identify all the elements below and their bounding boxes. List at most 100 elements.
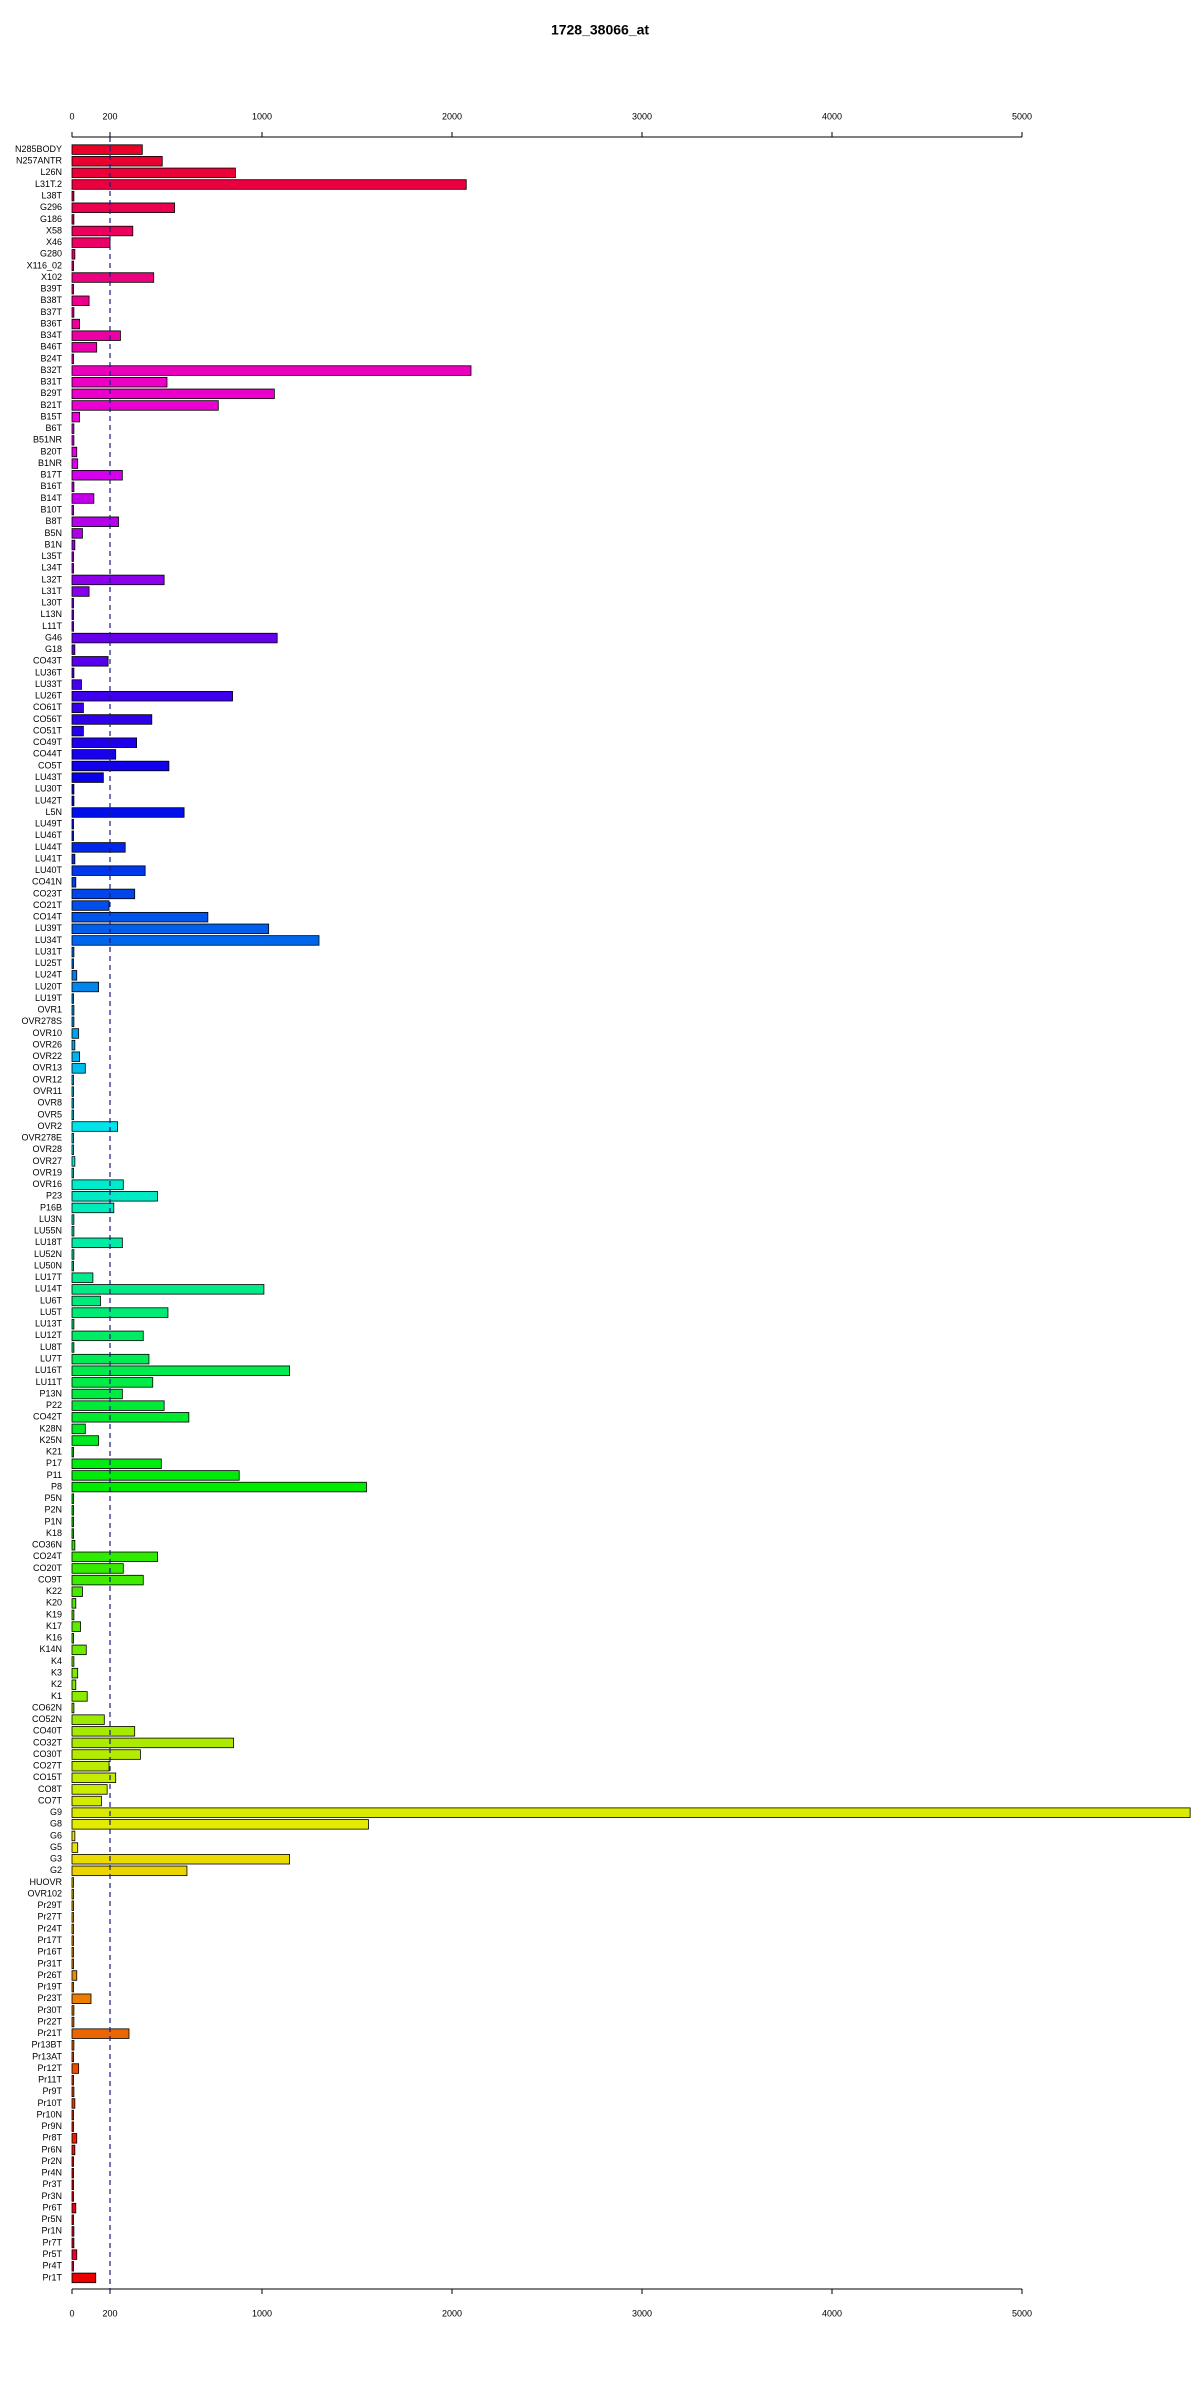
- x-tick-label: 3000: [632, 2308, 652, 2318]
- bar: [71, 749, 117, 760]
- y-tick-label: P1N: [44, 1516, 62, 1526]
- y-tick-label: LU34T: [35, 935, 63, 945]
- bar: [71, 249, 76, 260]
- bar: [71, 563, 74, 574]
- y-tick-label: K4: [51, 1656, 62, 1666]
- bar: [71, 1644, 87, 1656]
- y-tick-label: Pr6T: [42, 2202, 62, 2212]
- bar: [71, 830, 74, 841]
- bar: [71, 144, 143, 155]
- y-tick-label: CO24T: [33, 1551, 63, 1561]
- bar: [71, 1167, 74, 1179]
- y-tick-label: LU8T: [40, 1342, 63, 1352]
- y-tick-label: X116_02: [27, 260, 62, 270]
- y-tick-label: K20: [46, 1598, 62, 1608]
- bar: [71, 2005, 75, 2016]
- bar: [71, 1958, 74, 1970]
- y-tick-label: LU41T: [35, 853, 63, 863]
- y-tick-label: LU18T: [35, 1237, 63, 1247]
- y-tick-label: LU6T: [40, 1295, 63, 1305]
- bar: [71, 1574, 144, 1586]
- y-tick-label: K16: [46, 1633, 62, 1643]
- y-tick-label: LU39T: [35, 923, 63, 933]
- y-tick-label: LU36T: [35, 667, 63, 677]
- bar: [71, 1656, 75, 1667]
- bar: [71, 632, 278, 644]
- x-tick-label: 1000: [252, 111, 272, 121]
- y-tick-label: B14T: [40, 493, 62, 503]
- bar: [71, 1342, 75, 1353]
- bar: [71, 1772, 117, 1784]
- y-tick-label: B46T: [40, 342, 62, 352]
- x-tick-label: 0: [69, 2308, 74, 2318]
- y-tick-label: L13N: [40, 609, 62, 619]
- x-tick-label: 5000: [1012, 2308, 1032, 2318]
- bar: [71, 1784, 108, 1795]
- y-tick-label: CO7T: [38, 1795, 63, 1805]
- y-tick-label: K14N: [39, 1644, 62, 1654]
- bar: [71, 365, 472, 376]
- bar: [71, 225, 134, 237]
- y-tick-label: OVR8: [37, 1098, 62, 1108]
- x-tick-label: 5000: [1012, 111, 1032, 121]
- x-tick-label: 200: [102, 2308, 117, 2318]
- bar: [71, 993, 74, 1004]
- bar: [71, 1109, 74, 1121]
- y-tick-label: Pr1N: [41, 2226, 62, 2236]
- bar: [71, 1202, 115, 1214]
- bar: [71, 214, 75, 225]
- y-tick-label: L32T: [41, 574, 62, 584]
- y-tick-label: B20T: [40, 446, 62, 456]
- bar: [71, 574, 165, 586]
- x-tick-label: 2000: [442, 111, 462, 121]
- y-tick-label: OVR102: [27, 1888, 62, 1898]
- bar: [71, 1005, 75, 1016]
- y-tick-label: LU12T: [35, 1330, 63, 1340]
- bar: [71, 2121, 74, 2132]
- y-tick-label: LU43T: [35, 772, 63, 782]
- y-tick-label: P8: [51, 1481, 62, 1491]
- bar: [71, 2144, 76, 2156]
- y-tick-label: LU16T: [35, 1365, 63, 1375]
- bar: [71, 435, 75, 446]
- y-tick-label: LU24T: [35, 970, 63, 980]
- y-tick-label: K25N: [39, 1435, 62, 1445]
- bar: [71, 179, 467, 190]
- bar: [71, 1132, 74, 1144]
- y-tick-label: B10T: [40, 505, 62, 515]
- y-tick-label: B17T: [40, 470, 62, 480]
- y-tick-label: Pr4N: [41, 2168, 62, 2178]
- bar: [71, 1156, 76, 1167]
- y-tick-label: OVR16: [32, 1179, 62, 1189]
- bar: [71, 1179, 124, 1190]
- y-tick-label: OVR278E: [21, 1133, 62, 1143]
- bar: [71, 1795, 102, 1807]
- bar: [71, 237, 111, 248]
- y-tick-label: Pr3T: [42, 2179, 62, 2189]
- bar: [71, 1714, 105, 1725]
- bar: [71, 946, 75, 958]
- bar: [71, 2098, 76, 2109]
- bar: [71, 1807, 1191, 1818]
- y-tick-label: LU55N: [34, 1226, 62, 1236]
- y-tick-label: K21: [46, 1447, 62, 1457]
- y-tick-label: Pr4T: [42, 2261, 62, 2271]
- bar: [71, 795, 75, 807]
- bar: [71, 1842, 79, 1853]
- bar: [71, 2261, 74, 2272]
- y-tick-label: P13N: [39, 1388, 62, 1398]
- bar: [71, 842, 126, 853]
- bar: [71, 1121, 118, 1132]
- y-tick-label: G46: [45, 632, 62, 642]
- bar: [71, 516, 119, 527]
- bar: [71, 1388, 123, 1400]
- y-tick-label: LU11T: [36, 1377, 63, 1387]
- y-tick-label: HUOVR: [29, 1877, 62, 1887]
- bar: [71, 1760, 110, 1772]
- y-tick-label: OVR22: [32, 1051, 62, 1061]
- y-tick-label: CO44T: [33, 749, 63, 759]
- y-tick-label: G6: [50, 1830, 62, 1840]
- bar: [71, 1609, 75, 1621]
- bar: [71, 737, 137, 748]
- bar: [71, 1330, 144, 1342]
